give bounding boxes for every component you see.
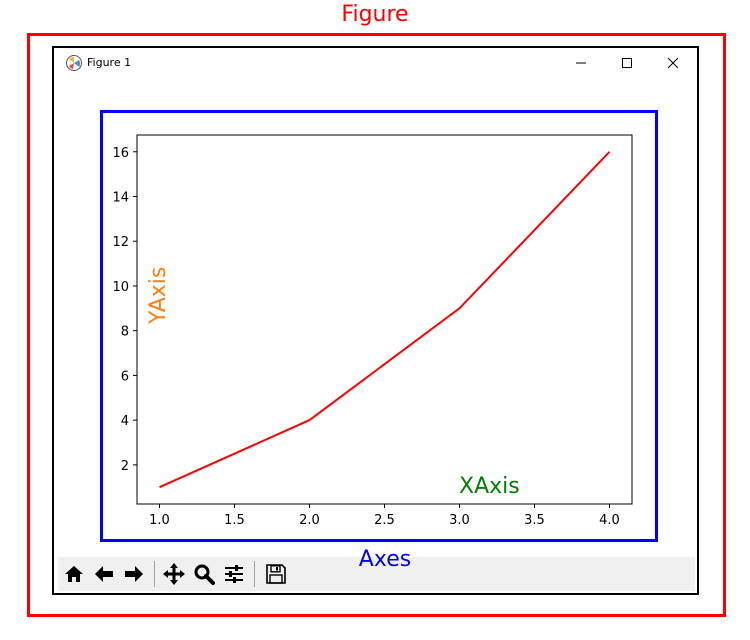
maximize-icon xyxy=(622,58,632,68)
window-title: Figure 1 xyxy=(87,56,132,69)
y-axis-label: YAxis xyxy=(146,267,171,325)
axes-outline xyxy=(100,110,658,542)
x-tick-label: 2.0 xyxy=(299,513,320,528)
forward-arrow-icon xyxy=(125,566,143,582)
forward-button[interactable] xyxy=(120,560,148,588)
x-tick-label: 1.5 xyxy=(224,513,245,528)
pan-button[interactable] xyxy=(160,560,188,588)
x-axis-label: XAxis xyxy=(459,474,520,499)
close-button[interactable] xyxy=(650,48,696,78)
x-tick-label: 4.0 xyxy=(599,513,620,528)
window-titlebar[interactable]: Figure 1 xyxy=(54,48,697,78)
home-button[interactable] xyxy=(60,560,88,588)
x-tick-label: 3.5 xyxy=(524,513,545,528)
toolbar-separator xyxy=(154,561,155,587)
toolbar-separator xyxy=(254,561,255,587)
x-tick-label: 2.5 xyxy=(374,513,395,528)
y-tick-label: 4 xyxy=(121,414,129,429)
y-tick-label: 2 xyxy=(121,459,129,474)
figure-outline xyxy=(27,33,726,617)
maximize-button[interactable] xyxy=(604,48,650,78)
series-line xyxy=(159,151,611,489)
navigation-toolbar xyxy=(58,557,695,591)
home-icon xyxy=(65,566,83,582)
back-arrow-icon xyxy=(95,566,113,582)
y-tick-label: 6 xyxy=(121,369,129,384)
back-button[interactable] xyxy=(90,560,118,588)
zoom-icon xyxy=(194,564,215,585)
pan-icon xyxy=(163,563,185,585)
minimize-button[interactable] xyxy=(558,48,604,78)
app-icon xyxy=(66,55,82,71)
y-tick-label: 8 xyxy=(121,325,129,340)
save-icon xyxy=(266,564,286,584)
axes-label: Axes xyxy=(358,547,412,572)
figure-label: Figure xyxy=(341,2,409,27)
y-tick-label: 16 xyxy=(112,146,129,161)
y-tick-label: 10 xyxy=(112,280,129,295)
save-button[interactable] xyxy=(262,560,290,588)
plot-area xyxy=(136,134,633,505)
minimize-icon xyxy=(576,62,586,64)
x-tick-label: 1.0 xyxy=(149,513,170,528)
configure-subplots-button[interactable] xyxy=(220,560,248,588)
y-tick-label: 14 xyxy=(112,191,129,206)
zoom-button[interactable] xyxy=(190,560,218,588)
y-tick-label: 12 xyxy=(112,235,129,250)
close-icon xyxy=(667,57,679,69)
configure-subplots-icon xyxy=(225,565,243,583)
x-tick-label: 3.0 xyxy=(449,513,470,528)
